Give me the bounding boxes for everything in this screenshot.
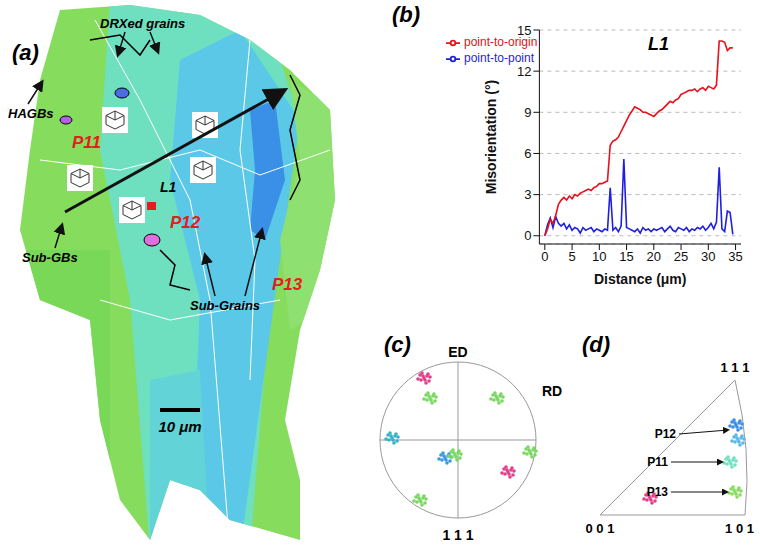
svg-text:12: 12 [517,64,531,79]
svg-text:P11: P11 [647,455,668,469]
svg-text:P13: P13 [647,485,669,499]
svg-text:(a): (a) [12,40,39,65]
svg-text:1 1 1: 1 1 1 [442,527,473,543]
svg-text:Sub-Grains: Sub-Grains [190,298,260,313]
svg-text:ED: ED [448,344,467,360]
html-text:point-to-origin: point-to-origin [464,35,538,49]
svg-text:3: 3 [524,187,531,202]
svg-text:0: 0 [524,228,531,243]
svg-text:(d): (d) [582,332,610,357]
svg-text:25: 25 [674,249,688,264]
svg-text:HAGBs: HAGBs [8,106,54,121]
svg-text:DRXed grains: DRXed grains [100,16,185,31]
svg-text:30: 30 [701,249,715,264]
svg-text:0 0 1: 0 0 1 [586,521,615,536]
html-text:point-to-point: point-to-point [464,51,534,65]
svg-text:1 1 1: 1 1 1 [721,360,750,375]
svg-text:9: 9 [524,105,531,120]
svg-text:Sub-GBs: Sub-GBs [22,250,78,265]
html-text:(b): (b) [392,2,421,27]
svg-text:6: 6 [524,146,531,161]
svg-text:10: 10 [592,249,606,264]
svg-text:0: 0 [541,249,548,264]
svg-text:35: 35 [728,249,742,264]
svg-text:15: 15 [517,23,531,38]
svg-text:Misorientation (°): Misorientation (°) [483,80,499,194]
svg-text:P12: P12 [170,213,201,232]
svg-text:P12: P12 [655,427,677,441]
svg-text:1 0 1: 1 0 1 [725,521,754,536]
svg-text:P13: P13 [272,275,303,294]
svg-text:Distance (μm): Distance (μm) [594,271,687,287]
svg-text:20: 20 [647,249,661,264]
svg-text:5: 5 [568,249,575,264]
svg-text:(c): (c) [384,332,411,357]
html-text:L1: L1 [648,34,669,54]
svg-text:RD: RD [542,383,562,399]
svg-text:P11: P11 [72,133,101,152]
svg-text:L1: L1 [160,179,177,195]
svg-text:15: 15 [619,249,633,264]
svg-text:10 μm: 10 μm [158,418,201,435]
